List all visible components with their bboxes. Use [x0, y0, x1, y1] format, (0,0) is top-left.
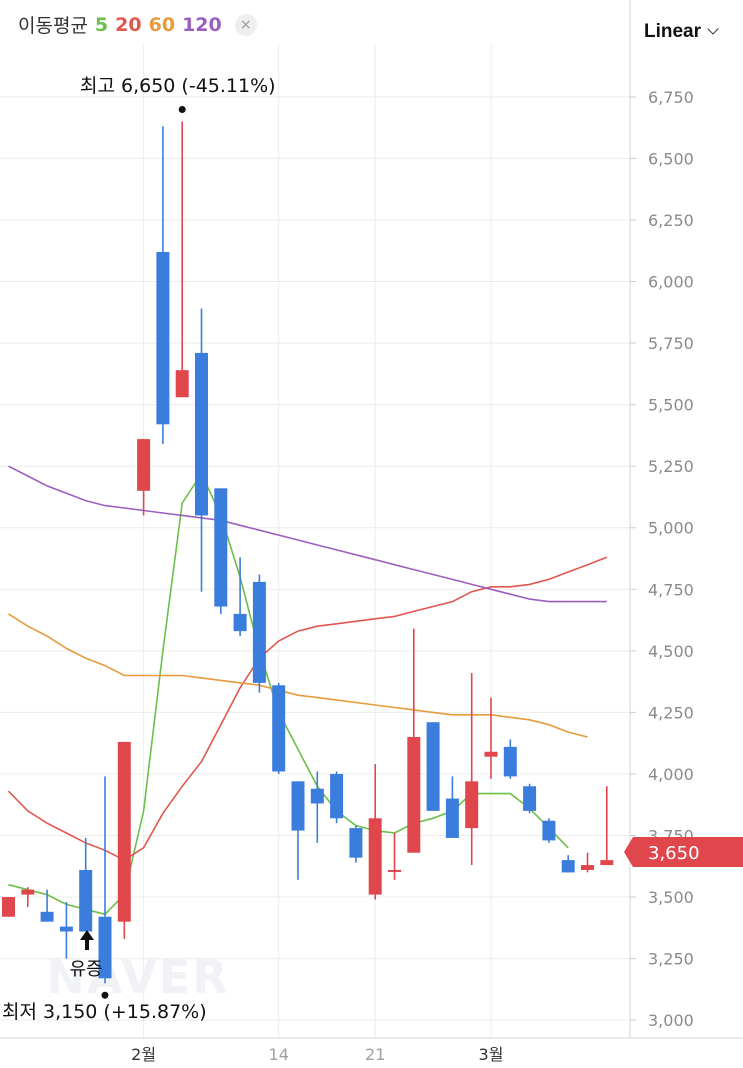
- candle-body: [59, 926, 73, 932]
- candle-body: [503, 746, 517, 777]
- high-label: 최고 6,650 (-45.11%): [80, 75, 276, 97]
- candles: [2, 105, 614, 999]
- current-price-tag: 3,650: [624, 837, 743, 867]
- rights-offering-label: 유증: [69, 959, 102, 980]
- x-tick-label: 21: [365, 1045, 385, 1064]
- candle-body: [310, 788, 324, 804]
- ma-line-60: [8, 613, 588, 738]
- candle-body: [98, 916, 112, 979]
- candle-body: [291, 781, 305, 831]
- candle-body: [175, 370, 189, 398]
- scale-dropdown[interactable]: Linear: [644, 21, 719, 43]
- candle-body: [561, 860, 575, 873]
- close-icon[interactable]: ×: [234, 13, 257, 36]
- y-tick-label: 6,750: [648, 88, 694, 107]
- candle-body: [407, 737, 421, 853]
- low-point-marker: [101, 991, 109, 999]
- y-tick-label: 5,000: [648, 519, 694, 538]
- candle-body: [388, 869, 401, 872]
- price-tag-pointer: [624, 837, 633, 867]
- ma-line-5: [8, 471, 569, 916]
- ma-period-5: 5: [94, 13, 109, 36]
- candle-body: [368, 818, 382, 895]
- x-tick-label: 14: [269, 1045, 289, 1064]
- x-axis: 2월 14 21 3월: [0, 1037, 743, 1064]
- ma-period-120: 120: [182, 13, 222, 36]
- candle-body: [445, 798, 459, 838]
- candle-body: [542, 820, 556, 841]
- candle-body: [156, 251, 170, 425]
- high-point-marker: [178, 105, 186, 113]
- current-price-label: 3,650: [648, 843, 700, 864]
- y-tick-label: 5,500: [648, 396, 694, 415]
- y-axis: 3,0003,2503,5003,7504,0004,2504,5004,750…: [629, 0, 694, 1038]
- candle-body: [252, 581, 266, 683]
- y-tick-label: 3,250: [648, 950, 694, 969]
- rights-offering-marker: 유증: [69, 930, 103, 980]
- y-tick-label: 6,250: [648, 211, 694, 230]
- y-tick-label: 5,250: [648, 457, 694, 476]
- y-tick-label: 3,000: [648, 1011, 694, 1030]
- low-annotation: 최저 3,150 (+15.87%): [2, 1001, 207, 1023]
- y-tick-label: 3,500: [648, 888, 694, 907]
- moving-average-lines: [7, 465, 608, 916]
- moving-average-legend: 이동평균 5 20 60 120 ×: [18, 11, 257, 38]
- grid: [0, 45, 630, 1038]
- y-tick-label: 5,750: [648, 334, 694, 353]
- chevron-down-icon: [707, 23, 719, 35]
- candle-body: [21, 889, 35, 895]
- candle-body: [581, 865, 594, 870]
- y-tick-label: 6,000: [648, 273, 694, 292]
- candle-body: [79, 869, 93, 932]
- candle-body: [117, 741, 131, 922]
- ma-period-20: 20: [115, 13, 142, 36]
- candle-body: [426, 722, 440, 811]
- ma-line-120: [8, 465, 607, 603]
- y-tick-label: 4,250: [648, 703, 694, 722]
- candle-body: [40, 911, 54, 922]
- y-tick-label: 4,000: [648, 765, 694, 784]
- y-tick-label: 4,750: [648, 580, 694, 599]
- low-label: 최저 3,150 (+15.87%): [2, 1001, 207, 1023]
- x-tick-label: 2월: [131, 1045, 156, 1064]
- ma-line-20: [7, 556, 608, 862]
- candle-body: [233, 613, 247, 632]
- candle-body: [2, 897, 15, 917]
- x-tick-label: 3월: [479, 1045, 504, 1064]
- candle-body: [137, 439, 151, 491]
- candle-body: [330, 773, 344, 819]
- high-annotation: 최고 6,650 (-45.11%): [80, 75, 276, 97]
- candle-body: [214, 488, 228, 607]
- candle-body: [465, 781, 479, 829]
- naver-watermark: NAVER: [46, 950, 229, 1004]
- candle-body: [600, 860, 614, 866]
- y-tick-label: 6,500: [648, 149, 694, 168]
- candle-body: [272, 685, 286, 772]
- candle-body: [523, 786, 537, 811]
- up-arrow-icon: [80, 930, 94, 950]
- candle-body: [195, 352, 208, 516]
- y-tick-label: 4,500: [648, 642, 694, 661]
- ma-period-60: 60: [148, 13, 176, 36]
- candle-body: [484, 751, 498, 757]
- candle-body: [349, 828, 363, 858]
- price-tag-background: [633, 837, 743, 867]
- moving-average-title: 이동평균: [18, 15, 88, 37]
- scale-label: Linear: [644, 21, 702, 42]
